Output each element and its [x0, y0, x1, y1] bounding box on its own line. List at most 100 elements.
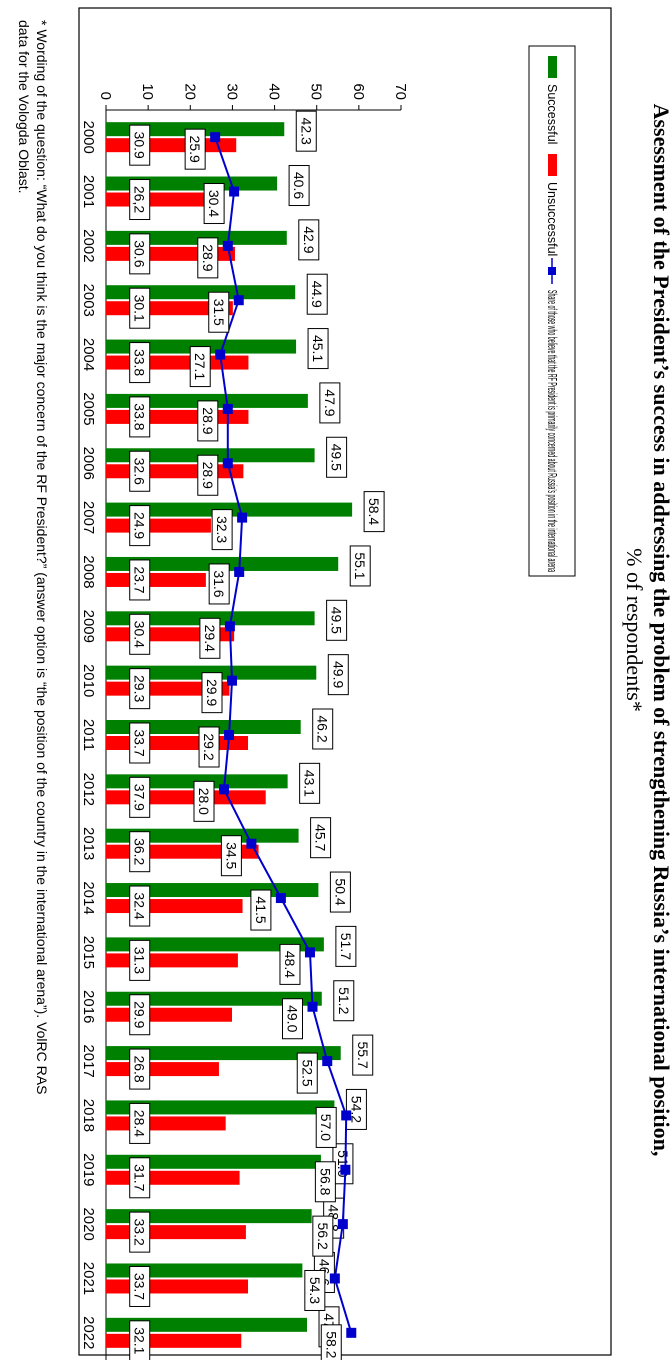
x-tick-label: 2010 [80, 664, 97, 697]
data-label-share: 32.3 [214, 516, 230, 543]
data-label-share: 30.4 [206, 190, 222, 217]
data-label-successful: 51.2 [336, 987, 352, 1014]
bar-unsuccessful [106, 1170, 240, 1185]
data-label-share-box [203, 183, 225, 225]
bar-unsuccessful [106, 1279, 249, 1294]
data-label-successful-box [326, 436, 348, 478]
data-label-unsuccessful: 33.7 [132, 729, 148, 756]
x-tick-label: 2018 [80, 1099, 97, 1132]
x-tick-label: 2021 [80, 1262, 97, 1295]
bar-successful [106, 285, 296, 300]
y-tick-label: 0 [97, 92, 114, 100]
marker-share [340, 1164, 351, 1175]
marker-share [224, 621, 235, 632]
data-label-share-box [312, 1215, 334, 1257]
data-label-unsuccessful: 28.4 [132, 1110, 148, 1137]
data-label-share-box [279, 943, 301, 985]
data-label-share-box [199, 617, 221, 659]
marker-share [307, 1001, 318, 1012]
data-label-successful-box [335, 925, 357, 967]
bar-successful [105, 1100, 335, 1115]
bar-successful [106, 1263, 303, 1278]
data-label-share-box [208, 291, 230, 333]
legend-label-unsuccessful: Unsuccessful [545, 182, 559, 256]
y-tick-label: 70 [392, 83, 409, 100]
data-label-unsuccessful-box [129, 505, 151, 547]
data-label-successful-box [363, 491, 385, 533]
data-label-successful: 55.1 [352, 552, 368, 579]
y-tick-label: 20 [181, 83, 198, 100]
marker-share [237, 512, 248, 523]
data-label-successful: 47.9 [322, 389, 338, 416]
data-label-share-box [282, 998, 303, 1040]
data-label-share: 29.2 [201, 733, 217, 760]
data-label-share: 56.2 [315, 1223, 331, 1250]
marker-share [233, 295, 244, 306]
data-label-unsuccessful-box [129, 1265, 151, 1307]
x-tick-label: 2003 [80, 284, 97, 317]
legend-swatch-unsuccessful [548, 154, 557, 176]
data-label-unsuccessful: 32.4 [132, 892, 148, 919]
data-label-share-box [184, 128, 206, 170]
marker-share [304, 947, 315, 958]
x-tick-label: 2016 [80, 990, 97, 1023]
data-label-unsuccessful-box [129, 939, 151, 981]
x-tick-label: 2006 [80, 447, 97, 480]
legend-marker-share [548, 267, 556, 275]
marker-share [337, 1219, 348, 1230]
data-label-share-box [315, 1106, 337, 1148]
data-label-successful-box [352, 1034, 374, 1076]
data-label-unsuccessful: 37.9 [132, 784, 148, 811]
data-label-successful: 49.5 [329, 607, 345, 634]
bar-successful [106, 1046, 341, 1061]
x-tick-label: 2014 [80, 881, 97, 914]
marker-share [234, 566, 245, 577]
data-label-successful-box [333, 980, 355, 1022]
data-label-share: 28.0 [196, 788, 212, 815]
y-tick-label: 30 [223, 83, 240, 100]
data-label-share: 29.4 [202, 625, 218, 652]
marker-share [215, 349, 226, 360]
data-label-share-box [198, 726, 220, 768]
x-tick-label: 2008 [80, 555, 97, 588]
data-label-unsuccessful: 26.8 [132, 1055, 148, 1082]
data-label-successful: 51.7 [338, 933, 354, 960]
data-label-unsuccessful: 24.9 [132, 512, 148, 539]
bar-unsuccessful [105, 1225, 246, 1240]
data-label-share: 52.5 [299, 1059, 315, 1086]
data-label-unsuccessful-box [129, 342, 151, 384]
y-tick-label: 60 [350, 83, 367, 100]
x-tick-label: 2011 [80, 719, 97, 751]
data-label-unsuccessful: 33.8 [132, 349, 148, 376]
x-tick-label: 2015 [80, 936, 97, 969]
data-label-successful-box [306, 273, 328, 315]
data-label-successful-box [295, 110, 317, 152]
marker-share [219, 784, 229, 795]
bar-unsuccessful [105, 953, 238, 968]
data-label-unsuccessful-box [129, 831, 151, 873]
data-label-successful: 55.7 [355, 1041, 371, 1068]
data-label-successful: 43.1 [302, 770, 318, 797]
data-label-share: 28.9 [200, 462, 216, 489]
bar-successful [105, 1209, 312, 1224]
x-tick-label: 2012 [80, 773, 97, 806]
data-label-share: 31.6 [211, 570, 227, 597]
data-label-share-box [296, 1052, 318, 1094]
x-tick-label: 2013 [80, 827, 97, 860]
data-label-unsuccessful: 32.1 [132, 1327, 148, 1354]
data-label-share-box [304, 1269, 326, 1311]
data-label-unsuccessful-box [129, 124, 151, 166]
data-label-successful: 45.1 [310, 335, 326, 362]
data-label-unsuccessful: 30.6 [132, 240, 148, 267]
data-label-unsuccessful: 31.3 [132, 947, 148, 974]
bar-successful [105, 1154, 321, 1169]
data-label-successful: 40.6 [291, 172, 307, 199]
bar-unsuccessful [106, 1007, 233, 1022]
data-label-unsuccessful-box [129, 287, 151, 329]
data-label-unsuccessful-box [129, 885, 151, 927]
data-label-share: 48.4 [282, 951, 298, 978]
legend-box [528, 45, 576, 577]
bar-successful [106, 937, 324, 952]
data-label-unsuccessful-box [129, 722, 151, 764]
